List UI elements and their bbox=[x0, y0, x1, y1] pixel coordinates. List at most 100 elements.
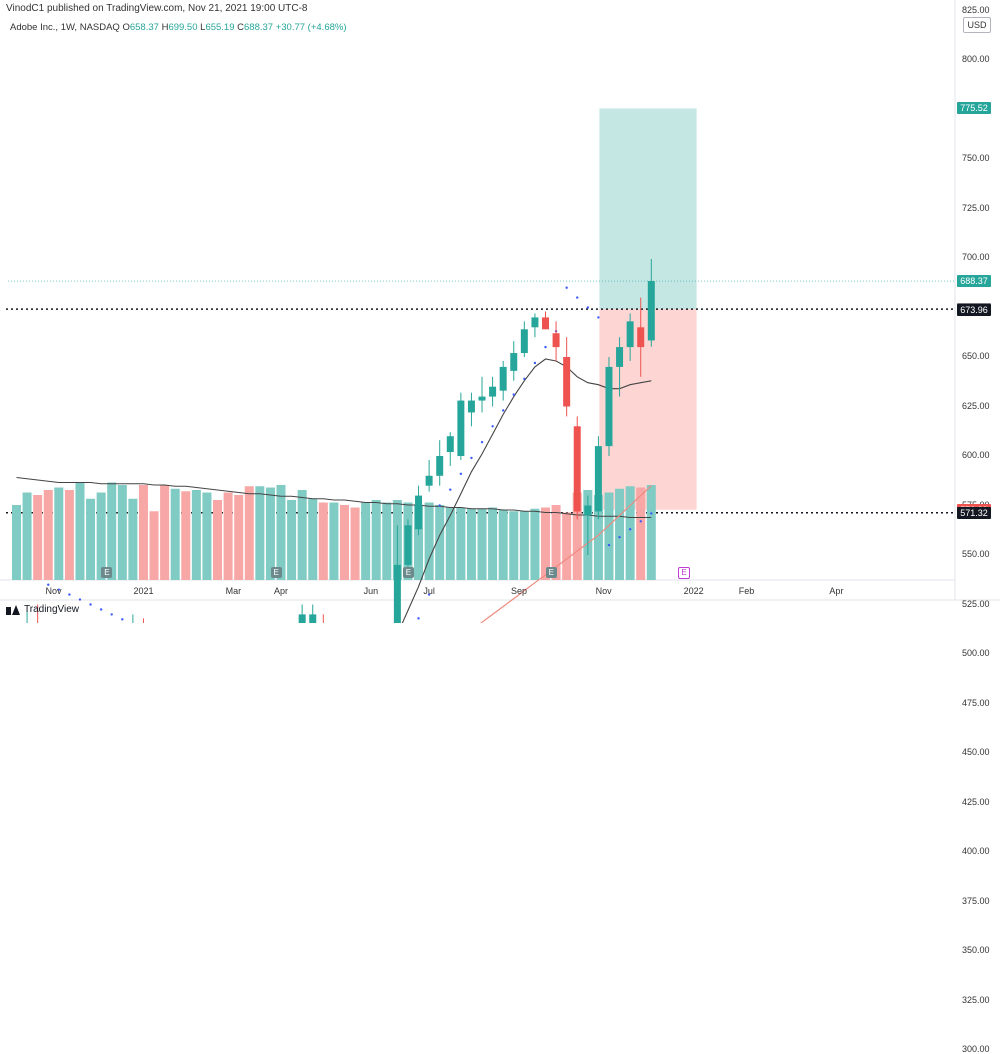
candle-body[interactable] bbox=[404, 525, 412, 565]
volume-bar bbox=[265, 487, 275, 580]
candle-body[interactable] bbox=[520, 329, 528, 354]
candle-body[interactable] bbox=[510, 353, 518, 371]
volume-bar bbox=[22, 492, 32, 580]
psar-dot bbox=[449, 488, 452, 491]
candle-body[interactable] bbox=[298, 614, 306, 623]
candle-body[interactable] bbox=[563, 357, 571, 407]
volume-bar bbox=[160, 485, 170, 580]
volume-bar bbox=[255, 486, 265, 580]
high-label: H bbox=[161, 22, 169, 33]
psar-dot bbox=[607, 543, 611, 547]
candle-body[interactable] bbox=[542, 317, 549, 330]
psar-dot bbox=[628, 528, 632, 531]
price-tick-label: 650.00 bbox=[962, 351, 990, 361]
profit-zone[interactable] bbox=[599, 108, 697, 310]
candle-body[interactable] bbox=[616, 347, 624, 367]
volume-bar bbox=[149, 511, 159, 580]
candle-body[interactable] bbox=[573, 426, 581, 512]
candle-body[interactable] bbox=[467, 400, 475, 413]
psar-dot bbox=[68, 593, 71, 596]
psar-dot bbox=[533, 361, 537, 365]
volume-ma-line bbox=[16, 477, 652, 518]
candle-body[interactable] bbox=[637, 327, 645, 348]
candle-body[interactable] bbox=[531, 317, 539, 328]
volume-bar bbox=[551, 505, 561, 580]
volume-bar bbox=[43, 490, 53, 580]
price-tick-label: 325.00 bbox=[962, 994, 990, 1005]
volume-bar bbox=[530, 508, 540, 580]
price-tick-label: 750.00 bbox=[962, 153, 990, 163]
loss-zone[interactable] bbox=[599, 309, 697, 510]
volume-bar bbox=[541, 507, 550, 580]
volume-bar bbox=[445, 507, 455, 580]
open-value: 658.37 bbox=[129, 22, 159, 33]
change-value: +30.77 (+4.68%) bbox=[275, 22, 347, 33]
price-tick-label: 600.00 bbox=[962, 450, 990, 460]
tradingview-logo-icon bbox=[6, 604, 20, 615]
psar-dot bbox=[544, 345, 547, 349]
candle-body[interactable] bbox=[647, 281, 655, 341]
candle-body[interactable] bbox=[552, 333, 560, 348]
earnings-marker[interactable]: E bbox=[402, 567, 414, 578]
time-tick-label: Mar bbox=[225, 586, 242, 596]
volume-bar bbox=[339, 505, 349, 580]
volume-bar bbox=[519, 511, 529, 580]
candle-body[interactable] bbox=[309, 614, 317, 623]
ma-short-line bbox=[401, 358, 652, 623]
psar-dot bbox=[618, 535, 621, 539]
candle-body[interactable] bbox=[499, 366, 507, 391]
candle-body[interactable] bbox=[446, 436, 454, 453]
price-tick-label: 475.00 bbox=[962, 697, 990, 708]
candle-body[interactable] bbox=[594, 446, 602, 512]
time-tick-label: Apr bbox=[829, 586, 844, 596]
earnings-marker[interactable]: E bbox=[101, 567, 113, 578]
volume-bar bbox=[75, 482, 85, 580]
volume-bar bbox=[170, 488, 180, 580]
low-value: 655.19 bbox=[205, 22, 235, 33]
psar-dot bbox=[491, 425, 494, 428]
volume-bar bbox=[646, 485, 656, 580]
candle-body[interactable] bbox=[605, 366, 613, 447]
psar-dot bbox=[639, 520, 642, 523]
published-caption: VinodC1 published on TradingView.com, No… bbox=[6, 3, 308, 14]
earnings-marker[interactable]: E bbox=[270, 567, 282, 578]
volume-bar bbox=[54, 487, 64, 580]
volume-bar bbox=[424, 502, 434, 580]
volume-bar bbox=[593, 495, 603, 580]
candle-body[interactable] bbox=[626, 321, 634, 348]
price-tick-label: 450.00 bbox=[962, 747, 990, 757]
ma-long-line bbox=[480, 485, 652, 623]
candle-body[interactable] bbox=[425, 475, 433, 486]
candle-body[interactable] bbox=[457, 400, 465, 456]
chart-frame bbox=[0, 0, 1000, 623]
candle-body[interactable] bbox=[436, 456, 444, 476]
psar-dot bbox=[110, 613, 113, 616]
psar-dot bbox=[47, 583, 50, 586]
close-value: 688.37 bbox=[244, 22, 274, 33]
price-chart[interactable] bbox=[0, 0, 1000, 623]
volume-bar bbox=[64, 490, 74, 580]
time-tick-label: Nov bbox=[595, 586, 612, 596]
psar-dot bbox=[89, 603, 92, 606]
earnings-marker[interactable]: E bbox=[545, 567, 557, 578]
candle-body[interactable] bbox=[478, 396, 486, 401]
close-label: C bbox=[237, 22, 245, 33]
earnings-marker[interactable]: E bbox=[678, 567, 691, 579]
currency-button[interactable]: USD bbox=[963, 17, 991, 33]
candle-body[interactable] bbox=[393, 564, 401, 623]
price-tick-label: 825.00 bbox=[962, 4, 990, 15]
psar-dot bbox=[121, 618, 124, 621]
volume-bar bbox=[371, 500, 381, 580]
psar-dot bbox=[438, 504, 441, 507]
time-tick-label: Apr bbox=[273, 586, 289, 596]
volume-bar bbox=[12, 505, 21, 580]
price-tick-label: 375.00 bbox=[962, 895, 990, 906]
volume-bar bbox=[382, 502, 392, 580]
price-tag: 688.37 bbox=[957, 275, 991, 288]
tradingview-logo[interactable]: TradingView bbox=[6, 604, 79, 615]
volume-bar bbox=[572, 492, 582, 580]
candle-body[interactable] bbox=[489, 386, 497, 397]
candle-body[interactable] bbox=[415, 495, 423, 530]
price-tick-label: 400.00 bbox=[962, 846, 990, 856]
candle-body[interactable] bbox=[584, 505, 592, 516]
